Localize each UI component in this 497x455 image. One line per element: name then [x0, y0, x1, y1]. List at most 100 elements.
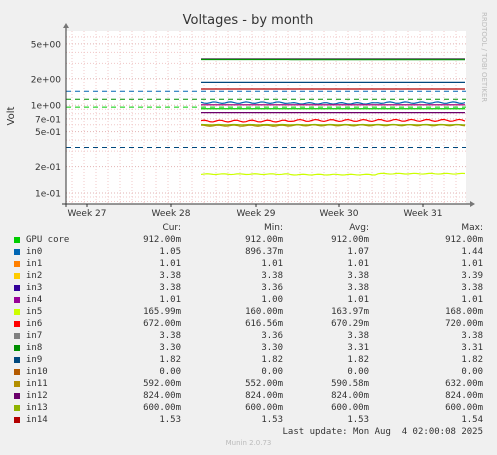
- series-line-in6: [200, 118, 466, 123]
- legend-max-value: 824.00m: [445, 391, 483, 401]
- legend-min-value: 552.00m: [245, 379, 283, 389]
- legend-max-value: 0.00: [461, 367, 483, 377]
- legend-cur-value: 672.00m: [143, 319, 181, 329]
- legend-cur-value: 1.01: [159, 259, 181, 269]
- legend-cur-value: 1.05: [159, 247, 181, 257]
- munin-version: Munin 2.0.73: [225, 439, 272, 447]
- legend-min-value: 1.53: [261, 415, 283, 425]
- y-tick-label: 2e-01: [35, 163, 61, 173]
- plot-area: [66, 31, 466, 204]
- legend-max-value: 3.31: [461, 343, 483, 353]
- rrdtool-watermark: RRDTOOL / TOBI OETIKER: [480, 12, 488, 103]
- legend-avg-value: 1.01: [347, 259, 369, 269]
- legend-series-name: in1: [26, 259, 43, 269]
- legend-avg-value: 3.31: [347, 343, 369, 353]
- legend-min-value: 160.00m: [245, 307, 283, 317]
- legend-row: in5 165.99m 160.00m 163.97m 168.00m: [0, 306, 497, 318]
- legend-min-value: 3.30: [261, 343, 283, 353]
- voltage-chart: Voltages - by month Volt 5e+00 2e+00 1e+00…: [6, 13, 475, 219]
- legend-row: in11 592.00m 552.00m 590.58m 632.00m: [0, 378, 497, 390]
- legend-series-name: in6: [26, 319, 43, 329]
- legend-avg-value: 912.00m: [331, 235, 369, 245]
- legend-series-name: in12: [26, 391, 48, 401]
- legend-min-value: 3.38: [261, 271, 283, 281]
- legend-cur-value: 3.38: [159, 283, 181, 293]
- legend-cur-value: 3.38: [159, 271, 181, 281]
- legend-swatch: [14, 357, 20, 363]
- legend-row: in10 0.00 0.00 0.00 0.00: [0, 366, 497, 378]
- legend-max-value: 1.01: [461, 259, 483, 269]
- legend-cur-value: 3.30: [159, 343, 181, 353]
- legend-series-name: in8: [26, 343, 43, 353]
- legend-swatch: [14, 393, 20, 399]
- legend-avg-value: 3.38: [347, 331, 369, 341]
- legend-max-value: 3.38: [461, 283, 483, 293]
- legend-row: in2 3.38 3.38 3.38 3.39: [0, 270, 497, 282]
- legend-swatch: [14, 309, 20, 315]
- legend-series-name: in3: [26, 283, 43, 293]
- legend-avg-value: 1.07: [347, 247, 369, 257]
- legend-cur-value: 912.00m: [143, 235, 181, 245]
- x-tick-label: Week 28: [152, 209, 191, 219]
- legend-min-value: 3.36: [261, 331, 283, 341]
- legend-swatch: [14, 333, 20, 339]
- legend-max-value: 1.44: [461, 247, 483, 257]
- legend-cur-value: 824.00m: [143, 391, 181, 401]
- legend-max-value: 720.00m: [445, 319, 483, 329]
- legend-swatch: [14, 249, 20, 255]
- legend-max-value: 3.39: [461, 271, 483, 281]
- legend-row: in0 1.05 896.37m 1.07 1.44: [0, 246, 497, 258]
- legend-avg-value: 3.38: [347, 283, 369, 293]
- y-axis-arrow: [63, 23, 69, 28]
- y-tick-label: 1e+00: [31, 102, 62, 112]
- legend-avg-value: 1.82: [347, 355, 369, 365]
- series-line-in0: [200, 101, 466, 105]
- legend-cur-value: 165.99m: [143, 307, 181, 317]
- y-tick-label: 1e-01: [35, 190, 61, 200]
- legend-avg-value: 0.00: [347, 367, 369, 377]
- legend-max-value: 1.82: [461, 355, 483, 365]
- x-tick-label: Week 30: [320, 209, 359, 219]
- legend-row: in7 3.38 3.36 3.38 3.38: [0, 330, 497, 342]
- legend-row: in4 1.01 1.00 1.01 1.01: [0, 294, 497, 306]
- legend-row: GPU core 912.00m 912.00m 912.00m 912.00m: [0, 234, 497, 246]
- legend-avg-value: 600.00m: [331, 403, 369, 413]
- legend-row: in1 1.01 1.01 1.01 1.01: [0, 258, 497, 270]
- x-axis-arrow: [470, 201, 475, 207]
- x-tick-label: Week 31: [404, 209, 443, 219]
- legend-row: in12 824.00m 824.00m 824.00m 824.00m: [0, 390, 497, 402]
- legend-swatch: [14, 405, 20, 411]
- legend-max-value: 600.00m: [445, 403, 483, 413]
- legend-series-name: in5: [26, 307, 43, 317]
- legend-series-name: in9: [26, 355, 43, 365]
- column-min: Min:: [263, 223, 283, 233]
- legend-row: in13 600.00m 600.00m 600.00m 600.00m: [0, 402, 497, 414]
- legend-avg-value: 1.53: [347, 415, 369, 425]
- legend-series-name: in10: [26, 367, 48, 377]
- legend-swatch: [14, 321, 20, 327]
- legend-header: Cur: Min: Avg: Max:: [0, 222, 497, 234]
- legend-row: in3 3.38 3.36 3.38 3.38: [0, 282, 497, 294]
- legend-swatch: [14, 417, 20, 423]
- legend-avg-value: 163.97m: [331, 307, 369, 317]
- legend-series-name: in13: [26, 403, 48, 413]
- legend-cur-value: 600.00m: [143, 403, 181, 413]
- legend-swatch: [14, 381, 20, 387]
- legend-series-name: in4: [26, 295, 43, 305]
- legend-avg-value: 3.38: [347, 271, 369, 281]
- legend-avg-value: 824.00m: [331, 391, 369, 401]
- x-tick-label: Week 29: [237, 209, 276, 219]
- y-tick-label: 7e-01: [35, 115, 61, 125]
- legend-series-name: in2: [26, 271, 43, 281]
- legend-cur-value: 3.38: [159, 331, 181, 341]
- legend-swatch: [14, 285, 20, 291]
- column-avg: Avg:: [349, 223, 369, 233]
- legend-avg-value: 1.01: [347, 295, 369, 305]
- legend-min-value: 1.82: [261, 355, 283, 365]
- legend-cur-value: 1.01: [159, 295, 181, 305]
- legend-swatch: [14, 237, 20, 243]
- legend-min-value: 3.36: [261, 283, 283, 293]
- column-cur: Cur:: [162, 223, 181, 233]
- legend-row: in14 1.53 1.53 1.53 1.54: [0, 414, 497, 426]
